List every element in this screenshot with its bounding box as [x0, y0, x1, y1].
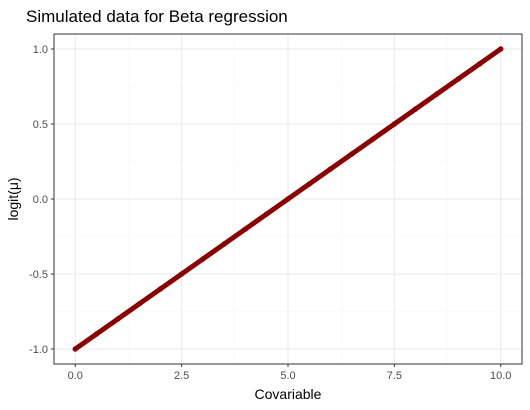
data-point [455, 76, 461, 82]
axes: 0.0 2.5 5.0 7.5 10.0 -1.0 -0.5 0.0 0.5 1.0 [29, 44, 511, 382]
data-point [242, 226, 249, 232]
data-point [178, 271, 185, 277]
data-point [72, 346, 78, 352]
x-tick-label: 7.5 [387, 370, 402, 382]
grid [54, 34, 522, 364]
data-point [200, 256, 206, 262]
data-point [498, 46, 504, 52]
data-point [221, 241, 227, 247]
y-tick-label: 1.0 [33, 44, 48, 56]
y-tick-label: 0.0 [33, 194, 48, 206]
data-point [349, 151, 355, 157]
y-tick-label: 0.5 [33, 119, 48, 131]
y-tick-label: -0.5 [29, 269, 48, 281]
data-point [391, 121, 398, 127]
chart-title: Simulated data for Beta regression [26, 7, 288, 26]
data-point [93, 331, 100, 337]
x-tick-label: 2.5 [174, 370, 189, 382]
data-point [327, 166, 334, 172]
y-axis-title: logit(μ) [5, 177, 21, 220]
data-point [434, 91, 440, 97]
data-point [476, 61, 483, 67]
x-tick-label: 10.0 [490, 370, 511, 382]
data-series [72, 46, 504, 352]
data-point [264, 211, 270, 217]
data-point [115, 316, 121, 322]
x-tick-label: 0.0 [68, 370, 83, 382]
data-point [285, 196, 291, 202]
data-point [412, 106, 419, 112]
y-tick-label: -1.0 [29, 344, 48, 356]
x-axis-title: Covariable [255, 386, 322, 402]
x-tick-label: 5.0 [280, 370, 295, 382]
data-point [136, 301, 142, 307]
data-point [370, 136, 376, 142]
data-point [306, 181, 312, 187]
data-point [157, 286, 164, 292]
